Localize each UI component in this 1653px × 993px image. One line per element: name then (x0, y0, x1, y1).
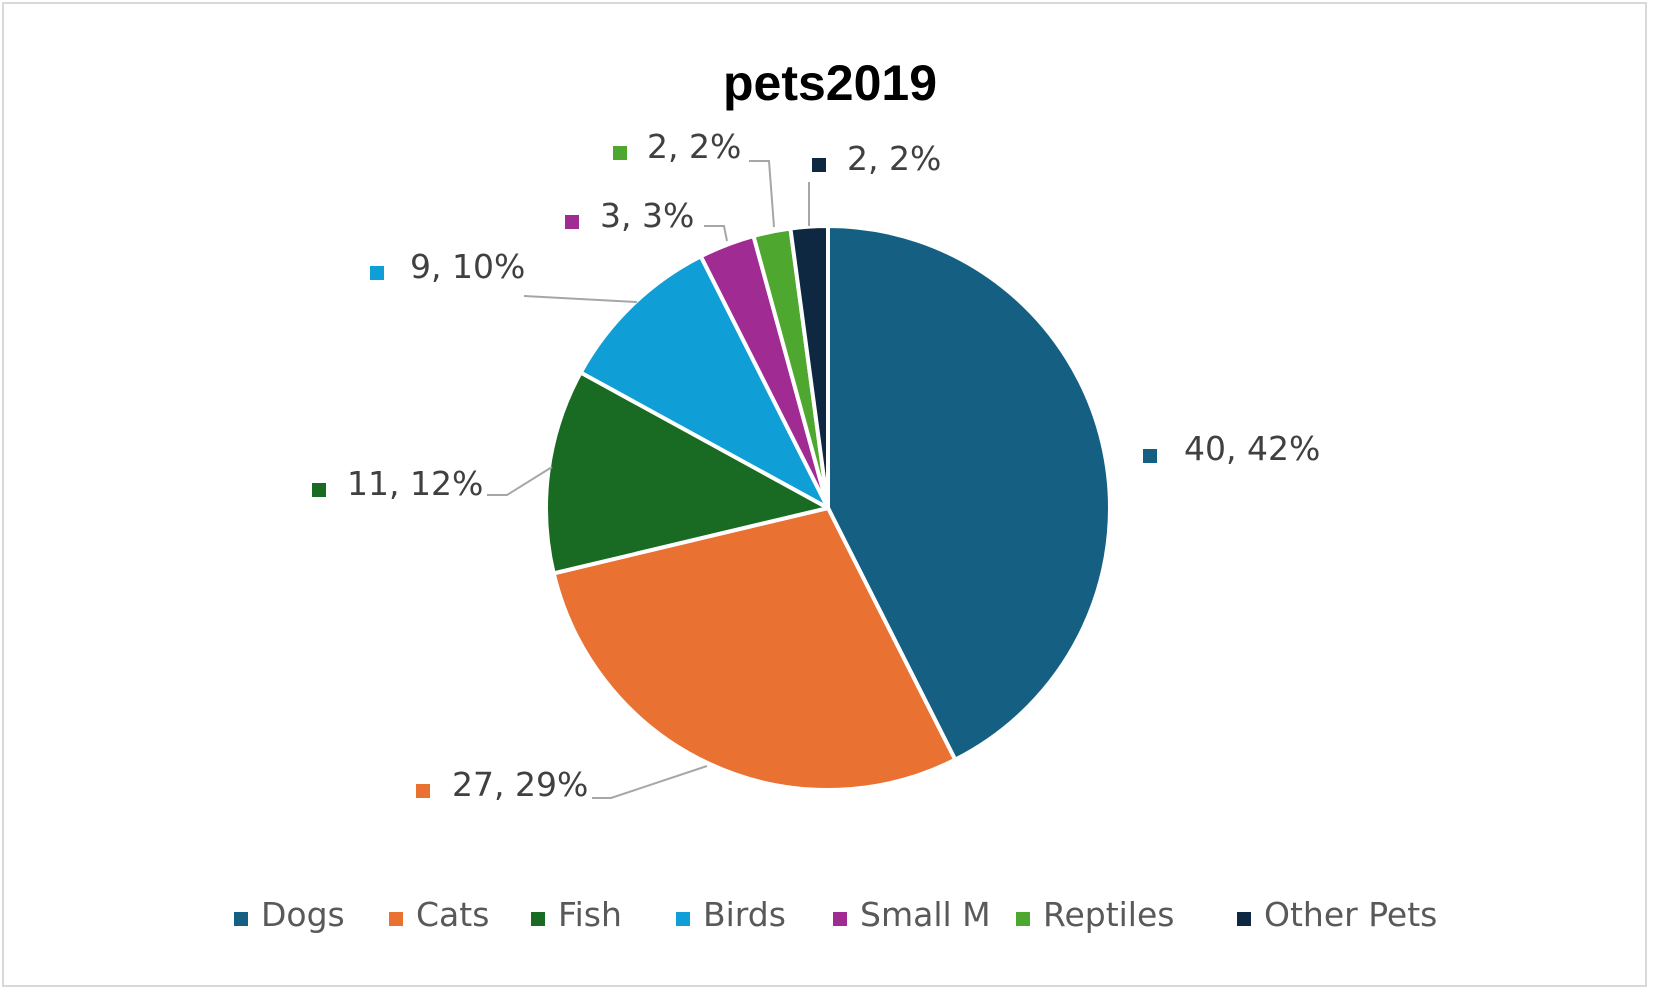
legend-key-dogs (234, 912, 248, 926)
leader-lines (487, 160, 810, 799)
pie-slice-birds (578, 254, 830, 510)
data-label-reptiles: 2, 2% (647, 127, 741, 166)
data-label-fish: 11, 12% (347, 464, 483, 503)
data-label-key-fish (312, 483, 326, 497)
chart-title: pets2019 (723, 55, 937, 111)
legend-key-birds (676, 912, 690, 926)
leader-line-cats (592, 765, 708, 799)
pie-slices (544, 224, 1112, 792)
legend-label-cats: Cats (416, 895, 489, 934)
data-label-cats: 27, 29% (452, 765, 588, 804)
data-label-key-birds (370, 266, 384, 280)
leader-line-small-m (704, 225, 728, 242)
data-label-small-m: 3, 3% (600, 196, 694, 235)
pie-slice-other-pets (788, 224, 830, 510)
legend-key-reptiles (1016, 912, 1030, 926)
data-label-dogs: 40, 42% (1184, 429, 1320, 468)
legend: Dogs Cats Fish Birds Small M Reptiles Other Pe… (234, 895, 1437, 934)
legend-label-birds: Birds (703, 895, 786, 934)
leader-line-reptiles (749, 160, 775, 228)
data-label-other-pets: 2, 2% (847, 139, 941, 178)
data-label-key-cats (416, 784, 430, 798)
pie-slice-dogs (826, 224, 1112, 762)
data-label-birds: 9, 10% (410, 247, 525, 286)
data-label-key-reptiles (613, 146, 627, 160)
legend-label-dogs: Dogs (261, 895, 345, 934)
data-label-key-small-m (565, 215, 579, 229)
legend-label-fish: Fish (558, 895, 622, 934)
data-label-key-other-pets (812, 158, 826, 172)
legend-label-reptiles: Reptiles (1043, 895, 1174, 934)
legend-label-small-m: Small M (860, 895, 991, 934)
pie-chart: pets2019 40, 42% 27, 29% 11, 12% 9, 10% 3, 3… (234, 55, 1437, 934)
leader-line-birds (523, 295, 638, 303)
legend-key-other-pets (1237, 912, 1251, 926)
leader-line-fish (487, 466, 553, 496)
data-label-key-dogs (1143, 449, 1157, 463)
legend-key-small-m (833, 912, 847, 926)
legend-key-fish (531, 912, 545, 926)
data-labels: 40, 42% 27, 29% 11, 12% 9, 10% 3, 3% 2, 2% 2, … (312, 127, 1320, 804)
pie-slice-cats (551, 506, 958, 792)
pie-slice-fish (544, 370, 830, 576)
legend-label-other-pets: Other Pets (1264, 895, 1437, 934)
legend-key-cats (389, 912, 403, 926)
